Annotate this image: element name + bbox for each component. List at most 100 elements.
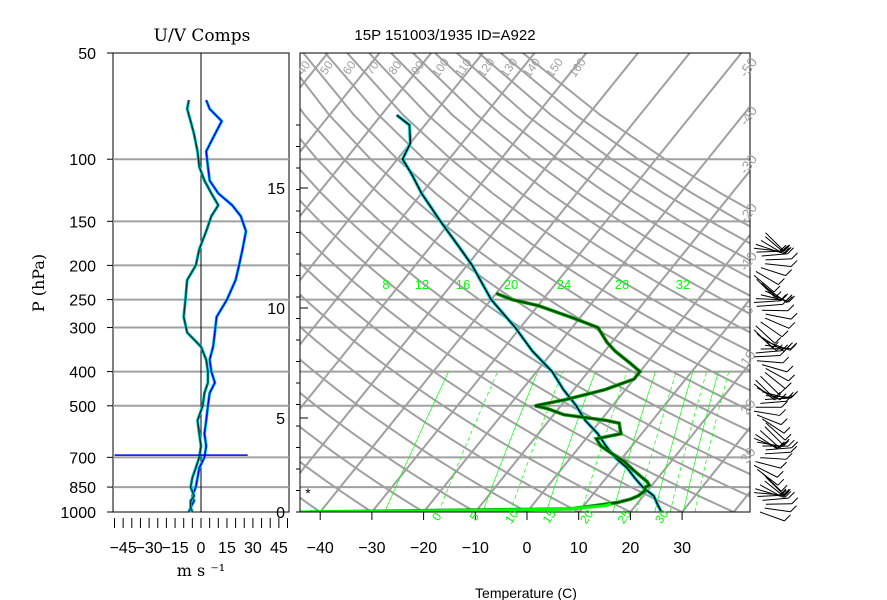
wind-barb-feather [791,390,799,398]
adiabat-label-top: 100 [429,55,452,80]
wind-barb-feather [774,291,782,298]
mixing-ratio-label: 32 [676,277,690,292]
skewt-x-tick-label: −20 [410,540,437,557]
wind-barb [756,360,783,364]
skewt-x-tick-label: 0 [523,540,532,557]
mixing-ratio-label: 12 [415,277,429,292]
isotherm-label-right: 20 [737,395,759,417]
wind-barb [755,243,781,254]
uv-y-tick-label: 400 [69,365,96,382]
skewt-dry-adiabat [300,137,750,454]
wind-barb-feather [783,344,791,352]
skewt-dry-adiabat [300,199,750,498]
wind-barb [755,461,781,469]
uv-y-tick-label: 50 [78,46,96,63]
adiabat-label-top: 160 [566,55,589,80]
wind-barb-feather [783,244,791,252]
skewt-mixing-ratio-line [509,371,563,512]
skewt-dry-adiabat [300,496,322,512]
skewt-mixing-ratio-line [683,371,719,512]
wind-barb-feather [784,488,791,496]
wind-barb-feather [786,392,794,399]
wind-barb [755,350,782,354]
skewt-isotherm [300,53,484,282]
skewt-mixing-ratio-line [654,371,694,512]
wind-barb [764,236,786,254]
skewt-dry-adiabat [300,75,750,412]
wind-barb [755,271,779,285]
skewt-mixing-ratio-line [669,371,708,512]
wind-barb [755,379,775,399]
wind-barb [753,410,780,416]
wind-barb-feather [784,514,791,522]
wind-barb [764,371,786,390]
skewt-dry-adiabat [368,53,750,334]
wind-barb-feather [788,491,795,499]
uv-y-tick-label: 250 [69,293,96,310]
wind-barb [755,434,778,450]
wind-barb [765,422,786,441]
skewt-dry-adiabat [300,230,737,512]
height-km-label: 0 [276,505,285,522]
wind-barb-feather [791,441,799,449]
isotherm-label-right: -50 [736,54,761,80]
wind-barb [755,488,781,497]
skewt-mixing-ratio-line [545,371,596,512]
skewt-dry-adiabat [346,53,750,353]
wind-barb [756,278,776,298]
uv-x-tick-label: 45 [270,540,288,557]
uv-panel-y-label: P (hPa) [29,254,48,312]
skewt-dry-adiabat [324,53,750,372]
mixing-ratio-label: 24 [557,277,571,292]
wind-barb [761,253,788,257]
wind-barb-feather [790,505,797,513]
height-km-label: 10 [267,301,285,318]
wind-barb [762,418,785,434]
skewt-dry-adiabat [300,460,374,512]
wind-barb-feather [782,438,790,446]
wind-barb-feather [785,269,792,276]
skewt-isotherm [300,53,432,218]
wind-barb-feather [779,409,787,416]
wind-barb [762,497,789,501]
wind-barb [755,325,776,344]
wind-barb-feather [784,490,792,498]
wind-barb [764,507,791,513]
wind-barb [764,317,790,329]
wind-barb-feather [777,478,785,486]
skewt-isotherm [300,53,536,347]
skewt-isotherm [733,490,750,512]
wind-barb [760,457,787,460]
wind-barb-feather [787,247,794,255]
wind-barb-feather [784,247,792,254]
skewt-x-label: Temperature (C) [475,585,577,600]
wind-barb-feather [785,452,793,460]
uv-series-u [188,99,247,513]
isotherm-label-right: 0 [739,302,757,318]
wind-barbs [753,232,799,522]
wind-barb-feather [774,393,781,401]
wind-barb-feather [790,312,798,320]
uv-panel-x-label: m s ⁻¹ [177,561,225,580]
skewt-dry-adiabat [300,391,478,512]
skewt-x-tick-label: −40 [307,540,334,557]
wind-barb-feather [791,252,798,260]
skewt-x-tick-label: 20 [622,540,640,557]
skewt-dry-adiabat [300,325,581,512]
skewt-plot-area [300,53,750,512]
skewt-frame [299,52,751,513]
skewt-x-tick-label: −10 [462,540,489,557]
uv-y-tick-label: 100 [69,152,96,169]
uv-y-tick-label: 150 [69,214,96,231]
wind-barb-feather [780,418,788,425]
uv-x-tick-label: −45 [110,540,137,557]
skewt-mixing-ratio-line [438,371,498,512]
adiabat-label-top: 140 [520,55,543,80]
skewt-dry-adiabat [434,53,750,280]
skewt-panel: 8 12 16 20 24 28 32−40 −30 −20 −10 0 10 20 3005101540… [267,52,761,557]
wind-barb [753,383,775,401]
wind-barb-feather [781,400,788,408]
wind-barb [764,290,789,303]
wind-barb-feather [790,445,798,453]
